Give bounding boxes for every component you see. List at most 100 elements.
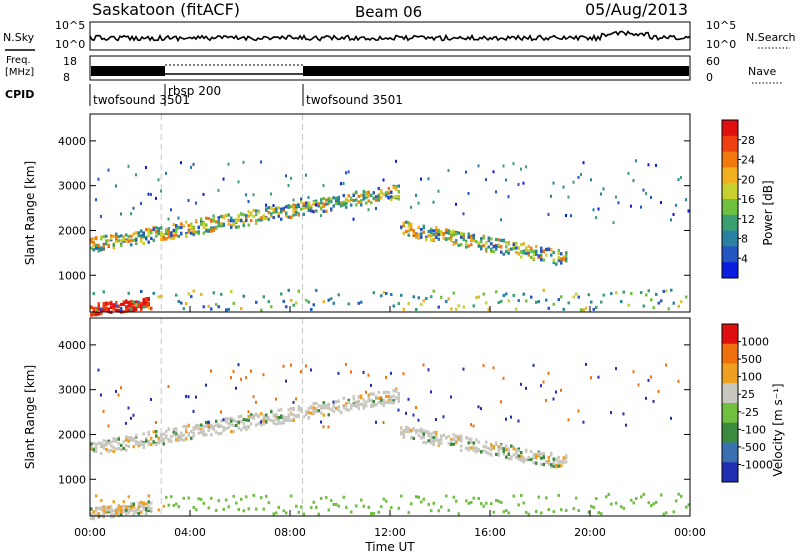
echo-cell — [402, 231, 405, 235]
echo-cell — [110, 234, 113, 238]
echo-cell — [292, 209, 295, 213]
echo-cell — [287, 204, 290, 208]
echo-cell — [425, 238, 428, 242]
echo-cell — [390, 371, 392, 375]
power-colorbar-label: Power [dB] — [761, 180, 775, 245]
echo-cell — [657, 389, 660, 393]
echo-cell — [130, 506, 133, 510]
echo-cell — [432, 440, 435, 444]
echo-cell — [112, 307, 115, 311]
echo-cell — [215, 423, 218, 427]
echo-cell — [522, 181, 525, 185]
nsearch-tick-bottom: 10^0 — [706, 38, 736, 51]
echo-cell — [207, 217, 210, 221]
echo-cell — [645, 396, 647, 400]
echo-cell — [265, 420, 268, 424]
echo-cell — [117, 446, 120, 450]
echo-cell — [285, 305, 288, 309]
echo-cell — [212, 291, 215, 295]
echo-cell — [252, 208, 255, 212]
echo-cell — [552, 260, 555, 265]
echo-cell — [405, 425, 408, 429]
echo-cell — [340, 182, 342, 186]
echo-cell — [412, 295, 415, 299]
echo-cell — [240, 414, 243, 418]
echo-cell — [592, 208, 595, 212]
velocity-colorbar-tick-label: 100 — [741, 371, 762, 384]
echo-cell — [557, 464, 560, 468]
echo-cell — [490, 237, 493, 241]
echo-cell — [292, 203, 295, 207]
echo-cell — [505, 448, 508, 452]
echo-cell — [215, 430, 218, 434]
echo-cell — [290, 418, 293, 422]
echo-cell — [512, 453, 515, 457]
echo-cell — [115, 309, 118, 313]
echo-cell — [227, 162, 230, 166]
echo-cell — [380, 189, 383, 193]
echo-cell — [265, 418, 268, 422]
echo-cell — [555, 262, 558, 266]
echo-cell — [135, 510, 138, 514]
echo-cell — [485, 241, 488, 245]
echo-cell — [167, 438, 170, 442]
echo-cell — [615, 501, 618, 505]
echo-cell — [175, 224, 178, 228]
echo-cell — [170, 233, 173, 238]
echo-cell — [272, 204, 275, 208]
echo-cell — [115, 239, 118, 243]
echo-cell — [275, 417, 278, 421]
echo-cell — [485, 501, 488, 505]
echo-cell — [540, 384, 542, 388]
echo-cell — [92, 441, 95, 446]
echo-cell — [620, 505, 623, 509]
echo-cell — [215, 303, 218, 307]
echo-cell — [432, 229, 435, 233]
echo-cell — [145, 502, 148, 506]
echo-cell — [192, 427, 195, 432]
echo-cell — [142, 445, 145, 449]
echo-cell — [542, 455, 545, 459]
echo-cell — [415, 406, 417, 409]
echo-cell — [147, 192, 150, 196]
echo-cell — [282, 509, 285, 513]
echo-cell — [317, 512, 320, 516]
echo-cell — [125, 299, 128, 303]
echo-cell — [460, 437, 463, 441]
echo-cell — [440, 232, 443, 236]
echo-cell — [175, 434, 178, 438]
echo-cell — [295, 212, 297, 216]
echo-cell — [665, 511, 668, 515]
echo-cell — [132, 306, 135, 310]
echo-cell — [425, 441, 428, 445]
echo-cell — [342, 182, 345, 186]
echo-cell — [290, 176, 292, 180]
echo-cell — [130, 509, 133, 513]
nsky-tick-bottom: 10^0 — [55, 38, 85, 51]
echo-cell — [207, 424, 210, 428]
echo-cell — [372, 392, 375, 396]
echo-cell — [277, 415, 280, 420]
echo-cell — [610, 292, 613, 296]
echo-cell — [130, 307, 133, 311]
echo-cell — [147, 227, 150, 231]
echo-cell — [465, 436, 468, 440]
echo-cell — [320, 404, 323, 408]
echo-cell — [595, 305, 598, 309]
echo-cell — [105, 447, 108, 452]
echo-cell — [610, 502, 613, 506]
echo-cell — [297, 408, 300, 412]
echo-cell — [457, 512, 460, 516]
echo-cell — [397, 506, 400, 510]
echo-cell — [115, 438, 118, 442]
echo-cell — [382, 400, 385, 405]
echo-cell — [130, 302, 133, 306]
echo-cell — [590, 376, 592, 380]
echo-cell — [275, 210, 278, 214]
echo-cell — [390, 506, 393, 510]
echo-cell — [377, 194, 380, 198]
echo-cell — [532, 250, 535, 254]
echo-cell — [662, 512, 665, 516]
echo-cell — [147, 297, 150, 302]
echo-cell — [120, 243, 123, 247]
